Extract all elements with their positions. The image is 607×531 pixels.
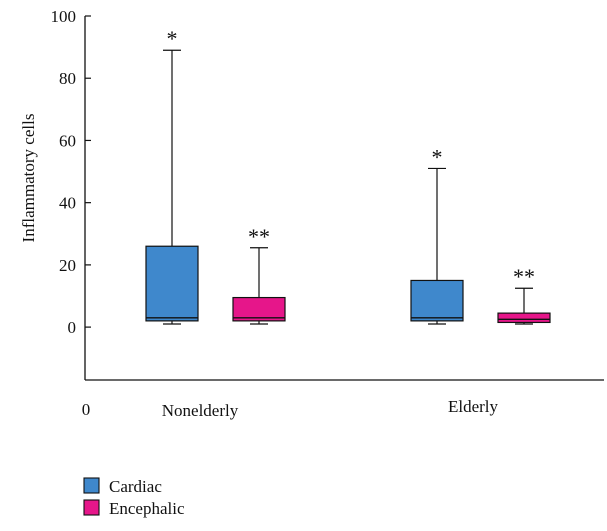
box-iqr [145,245,199,322]
legend: Cardiac Encephalic [83,477,185,518]
legend-label: Encephalic [109,499,185,518]
box-cardiac-nonelderly: * [145,26,199,325]
boxes: ****** [145,26,551,325]
y-tick-label: 20 [59,256,76,275]
box-encephalic-nonelderly: ** [232,224,286,325]
axes: 0 20 40 60 80 100 Inflammatory cells 0 Nonelderl… [19,7,604,420]
y-axis-label: Inflammatory cells [19,114,38,243]
y-tick-label: 0 [68,318,77,337]
legend-item-encephalic: Encephalic [83,499,185,518]
y-tick-label: 80 [59,69,76,88]
significance-marker: * [167,26,178,51]
box-iqr [497,312,551,324]
x-origin-label: 0 [82,400,91,419]
significance-marker: ** [513,264,535,289]
box-encephalic-elderly: ** [497,264,551,325]
x-category-label-nonelderly: Nonelderly [162,401,239,420]
box-iqr [410,279,464,322]
x-category-label-elderly: Elderly [448,397,499,416]
box-iqr [232,296,286,322]
significance-marker: ** [248,224,270,249]
y-tick-label: 40 [59,194,76,213]
y-tick-label: 100 [51,7,77,26]
legend-swatch [83,499,100,516]
legend-label: Cardiac [109,477,162,496]
box-cardiac-elderly: * [410,144,464,325]
legend-item-cardiac: Cardiac [83,477,162,496]
significance-marker: * [432,144,443,169]
legend-swatch [83,477,100,494]
y-tick-label: 60 [59,131,76,150]
